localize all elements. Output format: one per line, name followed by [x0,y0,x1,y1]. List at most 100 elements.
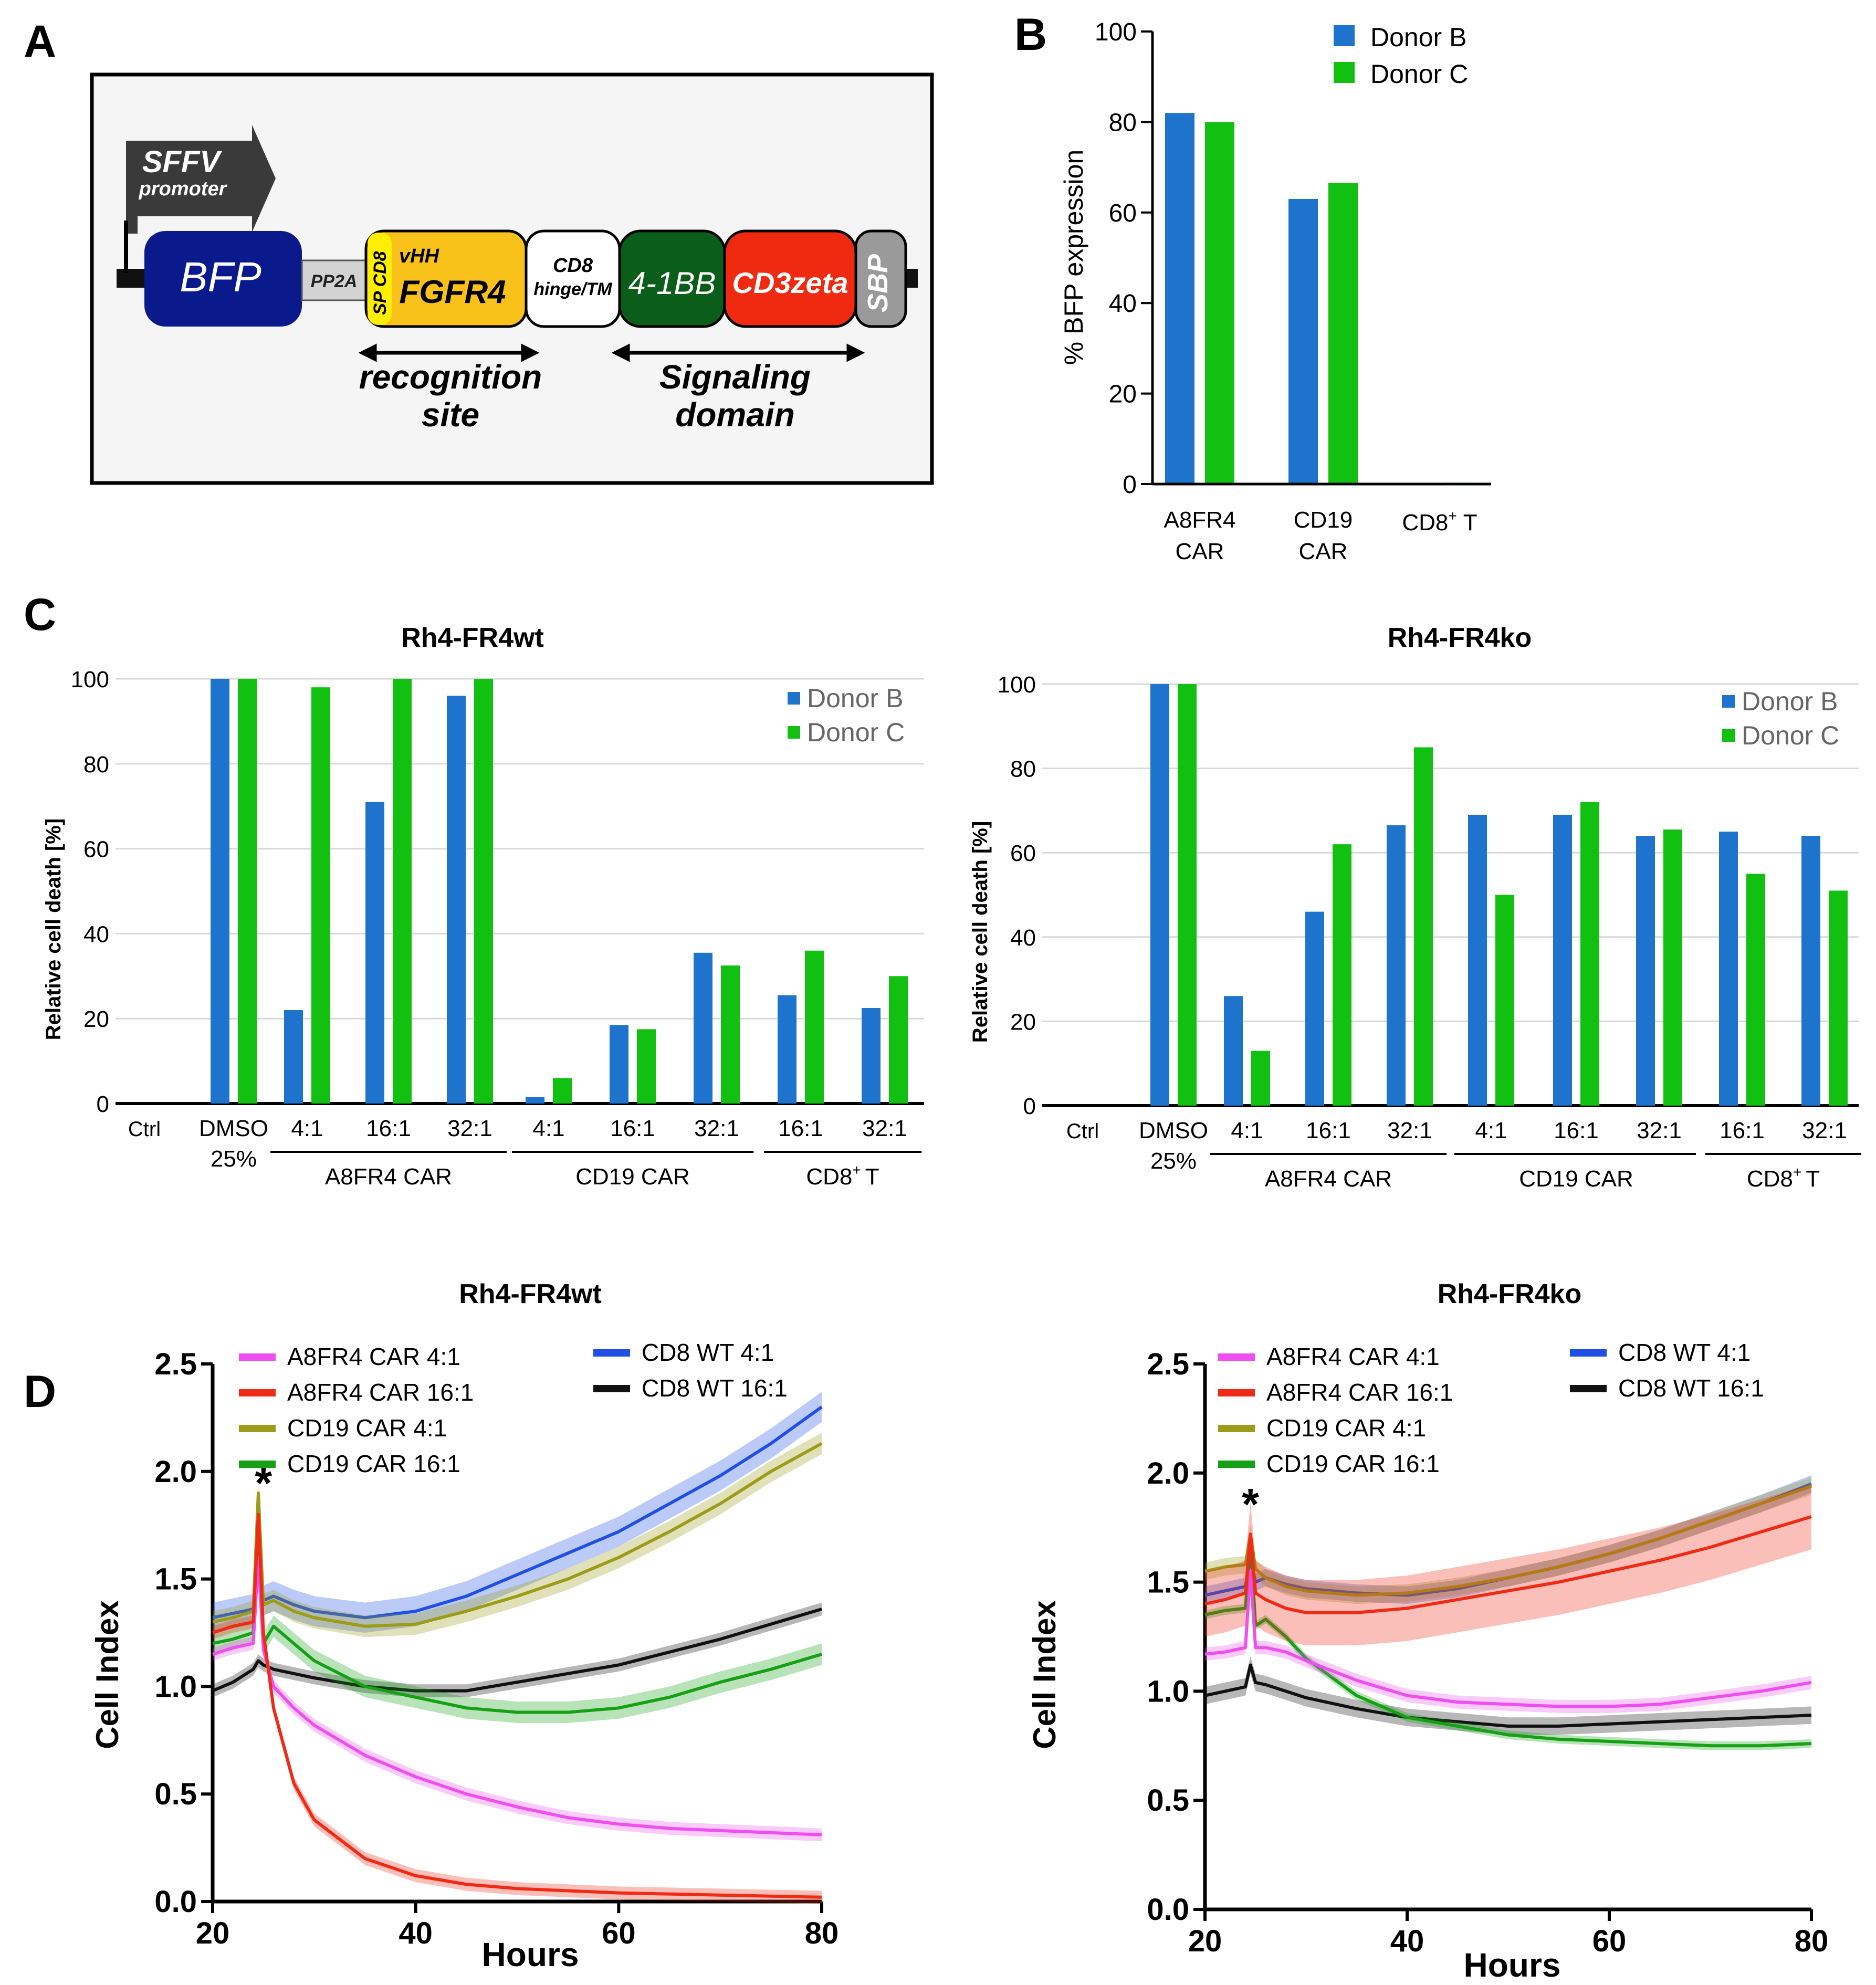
panel-c-group-cd19-label: CD19 CAR [575,1164,690,1190]
panel-d-legend-label: A8FR4 CAR 4:1 [287,1343,460,1370]
panel-c-xtick-label: Ctrl [1066,1120,1099,1143]
panel-b-bar [1288,198,1318,484]
panel-c-group-cd8-name: CD8 [1747,1166,1793,1192]
panel-b-cat-cd8: CD8+ T [1402,508,1477,535]
panel-c-ytick-label: 80 [83,752,109,778]
panel-c-bar [526,1097,544,1104]
panel-d-legend-label: CD8 WT 16:1 [642,1374,788,1402]
panel-d-legend-label: CD19 CAR 16:1 [287,1450,460,1477]
panel-b-legend-b: Donor B [1370,23,1466,52]
panel-c-right-bars [1150,684,1848,1106]
panel-d-xtick-label: 60 [602,1916,636,1950]
panel-c-bar [1663,829,1682,1106]
panel-c-left-ylabel: Relative cell death [%] [42,818,65,1040]
panel-c-group-cd8-name: CD8 [806,1164,852,1190]
panel-c-xtick-label: 32:1 [694,1116,739,1141]
panel-c-group-cd8-t: T [865,1164,879,1190]
promoter-name: SFFV [142,145,223,179]
panel-d-xtick-label: 80 [1795,1924,1829,1958]
fgfr4-label: FGFR4 [399,274,506,310]
panel-d-ytick-label: 1.5 [1147,1566,1189,1600]
panel-b-cat-cd8-t: T [1463,510,1477,535]
panel-c-bar [1387,825,1406,1106]
panel-c-right-legend-b: Donor B [1742,687,1838,716]
panel-c-ytick-label: 80 [1010,757,1036,782]
panel-c-bar [694,952,712,1104]
panel-c-bar [1468,814,1487,1106]
panel-d-left-axes: 0.0 0.5 1.0 1.5 2.0 2.5 20 40 60 80 [154,1347,839,1950]
panel-d-ytick-label: 1.0 [1147,1674,1189,1708]
panel-d-legend-label: CD19 CAR 16:1 [1266,1450,1440,1477]
panel-d-series-line [1204,1569,1812,1708]
panel-d-xtick-label: 60 [1592,1924,1627,1958]
panel-d-left-title: Rh4-FR4wt [459,1279,602,1309]
panel-c-left-title: Rh4-FR4wt [401,623,544,653]
panel-b-cat-cd19-1: CD19 [1294,507,1353,533]
panel-d-ytick-label: 2.0 [1147,1456,1189,1490]
cd3zeta-label: CD3zeta [732,266,848,299]
panel-c-xtick-label: 16:1 [778,1116,823,1141]
panel-b-ytick-label: 0 [1123,471,1137,499]
panel-c-bar [862,1007,881,1104]
panel-d-series-line [212,1608,822,1693]
panel-c-bar [1495,895,1514,1106]
panel-c-bar [284,1010,303,1104]
panel-c-right-ylabel: Relative cell death [%] [969,821,992,1043]
panel-a: A SFFV promoter BFP PP2A SP CD8 vHH FGFR… [24,16,934,485]
panel-c-bar [805,950,824,1104]
panel-c-group-cd8-sup: + [1793,1164,1801,1180]
panel-d-errband [1205,1656,1811,1735]
panel-c-dmso-pct: 25% [1150,1148,1197,1174]
bfp-label: BFP [180,254,261,300]
bfp-block [144,231,302,327]
panel-b-ytick-label: 60 [1109,199,1137,227]
signaling-label-1: Signaling [659,358,811,396]
panel-d-xtick-label: 20 [196,1916,230,1950]
panel-c-xtick-label: 16:1 [366,1116,411,1141]
panel-c-bar [1150,684,1169,1106]
promoter-sub: promoter [139,178,228,200]
panel-d-ytick-label: 2.5 [1147,1347,1189,1381]
panel-d-left-ylabel: Cell Index [90,1600,125,1749]
panel-c-left-legend-b: Donor B [807,684,903,713]
panel-c-ytick-label: 40 [83,921,109,947]
panel-d-ytick-label: 1.5 [154,1562,197,1597]
panel-c-xtick-label: 4:1 [1475,1118,1507,1143]
panel-c-bar [1719,832,1738,1106]
panel-c-xtick-label: 32:1 [447,1116,492,1141]
panel-d-ytick-label: 2.0 [154,1455,197,1489]
panel-d-legend-label: CD8 WT 16:1 [1618,1374,1764,1402]
panel-c-xtick-label: 32:1 [862,1116,907,1141]
panel-c-group-a8-label: A8FR4 CAR [1265,1166,1392,1192]
panel-c-group-a8-label: A8FR4 CAR [325,1164,452,1190]
panel-b-legend-c: Donor C [1370,59,1468,89]
panel-c-bar [1178,684,1197,1106]
sp-cd8-strip [368,233,392,325]
panel-d-errband [1205,1564,1811,1713]
panel-c-left-bars [211,679,908,1104]
panel-d-legend-label: CD8 WT 4:1 [642,1339,774,1366]
panel-c-right-legend-c: Donor C [1742,721,1839,750]
sbp-block [854,229,907,328]
panel-d-errband [213,1602,822,1697]
panel-d-right-title: Rh4-FR4ko [1438,1279,1581,1309]
panel-c-left-legend-c: Donor C [807,718,905,747]
panel-b: B % BFP expression 0 20 40 60 80 100 A8FR4 CA… [1014,9,1491,564]
panel-c-bar [474,679,493,1104]
panel-c-xtick-label: 16:1 [1720,1118,1765,1143]
panel-b-ytick-label: 40 [1109,290,1137,318]
panel-d-ytick-label: 0.0 [154,1885,197,1919]
panel-b-cat-a8-2: CAR [1176,539,1224,564]
panel-b-yaxis: 0 20 40 60 80 100 [1095,18,1152,499]
signaling-label-2: domain [675,396,795,434]
panel-c-xtick-label: 16:1 [610,1116,655,1141]
panel-c-xtick-label: Ctrl [128,1118,161,1141]
panel-d-legend-label: A8FR4 CAR 16:1 [287,1379,474,1406]
recognition-label-2: site [422,396,479,434]
panel-c-group-cd19-label: CD19 CAR [1519,1166,1633,1192]
panel-d-left-legend: A8FR4 CAR 4:1 A8FR4 CAR 16:1 CD19 CAR 4:1 C… [239,1339,788,1477]
panel-d-ytick-label: 0.5 [1147,1783,1189,1818]
panel-c-ytick-label: 40 [1010,925,1036,951]
panel-c-xtick-label: 4:1 [291,1116,323,1141]
panel-c-bar [1333,844,1351,1106]
